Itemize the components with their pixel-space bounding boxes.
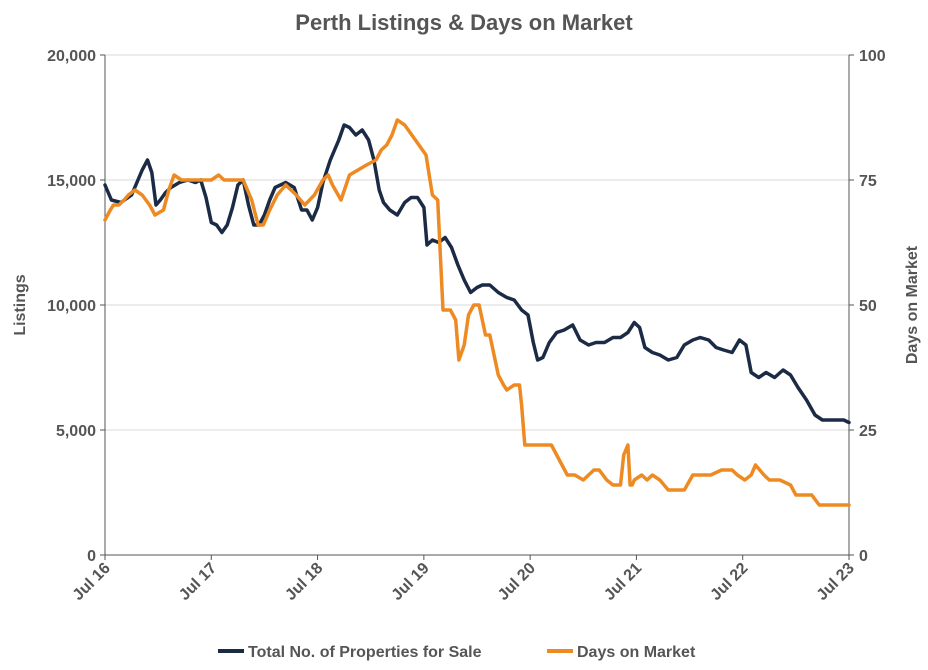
y-right-tick-label: 25	[859, 423, 877, 440]
y-right-tick-label: 100	[859, 48, 886, 65]
legend-label-dom: Days on Market	[577, 644, 696, 661]
y-right-tick-label: 75	[859, 173, 877, 190]
x-tick-label: Jul 19	[389, 560, 433, 604]
y-left-tick-label: 5,000	[56, 423, 96, 440]
gridlines	[105, 54, 849, 431]
y-left-tick-label: 20,000	[47, 48, 96, 65]
y-left-tick-label: 0	[87, 548, 96, 565]
series-line-days-on-market	[103, 118, 851, 507]
legend-label-listings: Total No. of Properties for Sale	[248, 644, 482, 661]
y-right-tick-label: 50	[859, 298, 877, 315]
chart-title: Perth Listings & Days on Market	[295, 10, 633, 35]
y-left-tick-label: 10,000	[47, 298, 96, 315]
x-tick-label: Jul 18	[282, 560, 326, 604]
x-tick-label: Jul 22	[707, 560, 751, 604]
series-lines	[103, 118, 851, 507]
series-line-listings	[103, 123, 851, 425]
x-tick-label: Jul 16	[70, 560, 114, 604]
y-axis-left-ticks: 0 5,000 10,000 15,000 20,000	[47, 48, 105, 565]
y-axis-left-label: Listings	[12, 274, 29, 335]
y-axis-right-ticks: 0 25 50 75 100	[849, 48, 886, 565]
x-tick-label: Jul 21	[601, 560, 645, 604]
y-right-tick-label: 0	[859, 548, 868, 565]
y-left-tick-label: 15,000	[47, 173, 96, 190]
y-axis-right-label: Days on Market	[904, 245, 921, 364]
x-tick-label: Jul 17	[176, 560, 220, 604]
x-tick-label: Jul 23	[814, 560, 858, 604]
x-tick-label: Jul 20	[495, 560, 539, 604]
x-axis-ticks: Jul 16 Jul 17 Jul 18 Jul 19 Jul 20 Jul 21 Jul …	[70, 555, 858, 604]
legend: Total No. of Properties for Sale Days on…	[218, 644, 696, 661]
